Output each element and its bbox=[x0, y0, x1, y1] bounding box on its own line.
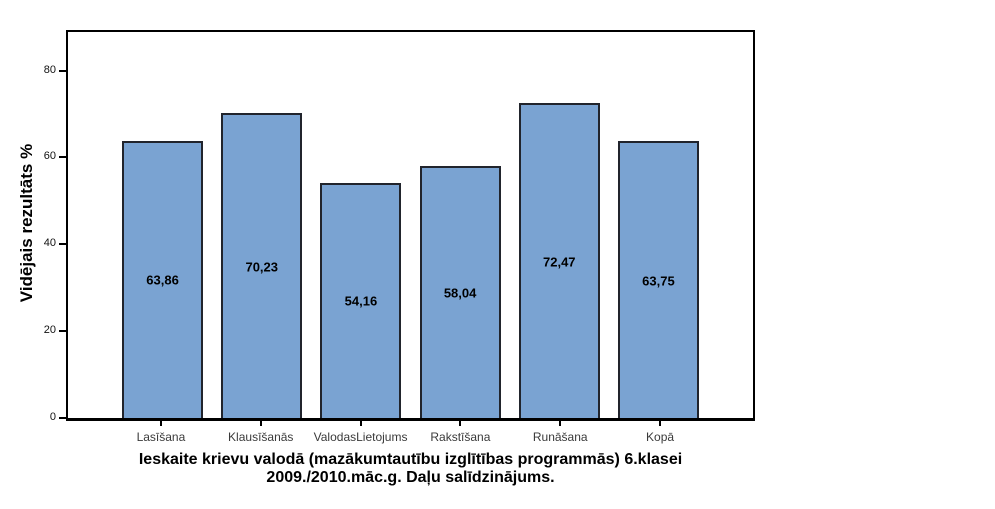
bar-Klausīšanās: 70,23 bbox=[221, 113, 303, 418]
x-tick bbox=[559, 421, 562, 426]
x-slot: Rakstīšana bbox=[410, 421, 510, 444]
bar-Runāšana: 72,47 bbox=[518, 103, 600, 418]
x-category-label: Lasīšana bbox=[136, 430, 186, 444]
x-slot: Lasīšana bbox=[111, 421, 211, 444]
x-tick bbox=[659, 421, 662, 426]
bar-Rakstīšana: 58,04 bbox=[419, 166, 501, 418]
bar-slot: 54,16 bbox=[311, 32, 410, 418]
x-tick bbox=[459, 421, 462, 426]
x-tick bbox=[359, 421, 362, 426]
bar-Lasīšana: 63,86 bbox=[122, 140, 204, 418]
y-tick bbox=[59, 156, 67, 159]
x-slot: Runāšana bbox=[510, 421, 610, 444]
bar-slot: 70,23 bbox=[212, 32, 311, 418]
x-slot: Kopā bbox=[610, 421, 710, 444]
y-tick bbox=[59, 243, 67, 246]
bar-slot: 58,04 bbox=[411, 32, 510, 418]
x-tick bbox=[259, 421, 262, 426]
y-axis-title: Vidējais rezultāts % bbox=[17, 143, 36, 303]
chart-title: Ieskaite krievu valodā (mazākumtautību i… bbox=[66, 451, 755, 487]
y-tick bbox=[59, 69, 67, 72]
x-tick bbox=[159, 421, 162, 426]
bar-value-label: 63,86 bbox=[146, 272, 179, 288]
bar-value-label: 72,47 bbox=[542, 254, 576, 270]
bar-slot: 63,75 bbox=[609, 32, 708, 418]
x-category-label: Klausīšanās bbox=[228, 430, 294, 444]
y-tick bbox=[59, 330, 67, 333]
bar-value-label: 70,23 bbox=[245, 259, 279, 275]
bar-ValodasLietojums: 54,16 bbox=[320, 182, 402, 418]
bar-value-label: 54,16 bbox=[344, 293, 378, 309]
y-tick-label: 80 bbox=[43, 63, 56, 76]
y-tick-label: 0 bbox=[49, 411, 56, 423]
bar-value-label: 58,04 bbox=[443, 285, 477, 301]
bar-Kopā: 63,75 bbox=[617, 141, 699, 418]
bar-slot: 72,47 bbox=[510, 32, 609, 418]
chart-title-line1: Ieskaite krievu valodā (mazākumtautību i… bbox=[138, 451, 683, 468]
plot-area: 0 20 40 60 80 63,86 70,23 54,16 58,04 72,47 63,75 bbox=[44, 30, 755, 423]
x-slot: ValodasLietojums bbox=[311, 421, 411, 444]
x-slot: Klausīšanās bbox=[211, 421, 311, 444]
y-tick-label: 40 bbox=[43, 237, 56, 250]
bar-value-label: 63,75 bbox=[642, 273, 675, 289]
x-category-label: Rakstīšana bbox=[430, 430, 491, 444]
x-axis: Lasīšana Klausīšanās ValodasLietojums Rakst… bbox=[66, 421, 755, 444]
y-tick bbox=[59, 417, 67, 419]
y-tick-label: 20 bbox=[43, 324, 56, 337]
y-tick-label: 60 bbox=[43, 150, 56, 163]
bar-slot: 63,86 bbox=[113, 32, 212, 418]
x-category-label: ValodasLietojums bbox=[313, 430, 408, 444]
x-category-label: Kopā bbox=[646, 430, 675, 444]
chart-title-line2: 2009./2010.māc.g. Daļu salīdzinājums. bbox=[266, 469, 555, 486]
x-category-label: Runāšana bbox=[532, 430, 588, 444]
bars-container: 63,86 70,23 54,16 58,04 72,47 63,75 bbox=[68, 32, 753, 418]
